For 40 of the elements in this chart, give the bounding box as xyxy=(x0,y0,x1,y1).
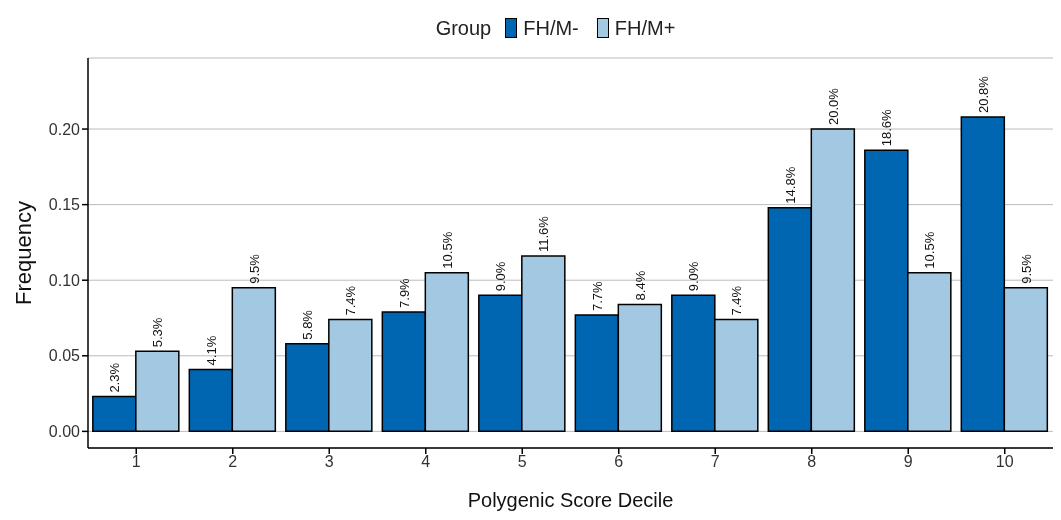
y-tick-label: 0.20 xyxy=(48,120,81,138)
legend-label: FH/M- xyxy=(522,16,579,40)
data-label: 18.6% xyxy=(879,108,895,147)
x-tick-label: 1 xyxy=(131,453,141,471)
data-label: 7.4% xyxy=(729,285,745,316)
y-axis-title: Frequency xyxy=(10,201,36,305)
data-label: 7.7% xyxy=(589,280,605,311)
data-label: 9.5% xyxy=(246,253,262,284)
x-tick-label: 3 xyxy=(324,453,334,471)
x-tick-label: 4 xyxy=(421,453,431,471)
x-tick-label: 5 xyxy=(517,453,527,471)
x-tick-label: 8 xyxy=(807,453,817,471)
x-tick-label: 2 xyxy=(228,453,238,471)
data-label: 10.5% xyxy=(439,231,455,269)
data-label: 9.5% xyxy=(1018,253,1034,284)
data-label: 20.8% xyxy=(975,75,991,113)
y-tick-label: 0.00 xyxy=(48,423,81,441)
x-tick-label: 9 xyxy=(903,453,913,471)
data-label: 14.8% xyxy=(782,166,798,204)
data-label: 7.9% xyxy=(396,277,412,308)
y-tick-label: 0.05 xyxy=(48,347,81,365)
data-label: 7.4% xyxy=(343,285,359,316)
data-label: 8.4% xyxy=(632,270,648,301)
data-label: 2.3% xyxy=(107,362,123,393)
data-label: 10.5% xyxy=(922,231,938,269)
data-label: 20.0% xyxy=(825,87,841,126)
y-tick-label: 0.10 xyxy=(48,271,81,289)
data-label: 9.0% xyxy=(493,261,509,292)
x-tick-label: 6 xyxy=(614,453,624,471)
data-label: 11.6% xyxy=(536,215,552,253)
data-label: 5.3% xyxy=(150,317,166,348)
x-axis-title: Polygenic Score Decile xyxy=(467,489,674,512)
x-tick-label: 10 xyxy=(995,453,1014,471)
data-label: 5.8% xyxy=(300,309,316,340)
legend-title: Group xyxy=(435,16,492,40)
x-tick-label: 7 xyxy=(710,453,720,471)
data-label: 4.1% xyxy=(203,335,219,366)
y-tick-label: 0.15 xyxy=(48,196,81,214)
legend-label: FH/M+ xyxy=(613,16,676,40)
data-label: 9.0% xyxy=(686,261,702,292)
